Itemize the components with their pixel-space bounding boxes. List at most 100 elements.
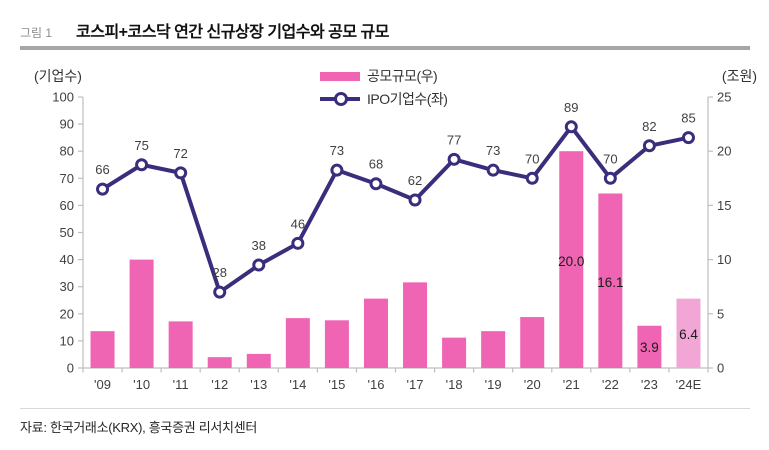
- bar-11: [168, 321, 193, 368]
- x-axis-category-label: '22: [602, 377, 619, 392]
- figure-number: 그림 1: [20, 26, 53, 40]
- x-axis-category-label: '20: [524, 377, 541, 392]
- line-value-label: 66: [95, 162, 109, 177]
- line-value-label: 46: [291, 216, 305, 231]
- bar-22: [598, 193, 623, 368]
- line-value-label: 75: [134, 138, 148, 153]
- right-axis-tick-label: 15: [717, 198, 731, 213]
- ipo-count-line: [101, 124, 689, 295]
- bar-value-label: 3.9: [640, 340, 659, 355]
- right-axis-tick-label: 0: [717, 361, 724, 376]
- line-value-label: 68: [369, 157, 383, 172]
- circle-marker-icon: [334, 92, 348, 106]
- line-marker-22: [603, 171, 617, 185]
- right-axis-tick-label: 10: [717, 252, 731, 267]
- x-axis-category-label: '21: [563, 377, 580, 392]
- left-axis-tick-label: 90: [60, 117, 74, 132]
- x-axis-category-label: '19: [485, 377, 502, 392]
- line-marker-13: [252, 258, 266, 272]
- line-value-label: 70: [603, 151, 617, 166]
- line-marker-14: [291, 236, 305, 250]
- line-marker-16: [369, 177, 383, 191]
- x-axis-category-label: '11: [173, 377, 189, 392]
- line-marker-21: [564, 120, 578, 134]
- line-value-label: 28: [212, 265, 226, 280]
- bar-value-label: 6.4: [679, 327, 698, 342]
- left-axis-tick-label: 60: [60, 198, 74, 213]
- line-marker-12: [213, 285, 227, 299]
- bar-18: [442, 337, 467, 368]
- line-series-swatch: [320, 91, 360, 107]
- legend-label: 공모규모(우): [367, 68, 438, 84]
- bar-13: [246, 353, 271, 368]
- right-axis-unit-label: (조원): [721, 68, 757, 84]
- bar-09: [90, 331, 115, 368]
- footer-divider: [20, 408, 750, 409]
- left-axis-unit-label: (기업수): [34, 68, 82, 84]
- left-axis-tick-label: 70: [60, 171, 74, 186]
- x-axis-category-label: '10: [133, 377, 150, 392]
- left-axis-tick-label: 100: [52, 90, 74, 105]
- line-marker-10: [135, 158, 149, 172]
- left-axis-tick-label: 80: [60, 144, 74, 159]
- line-value-label: 73: [330, 143, 344, 158]
- x-axis-category-label: '18: [446, 377, 463, 392]
- bar-value-label: 16.1: [597, 275, 623, 290]
- bar-17: [403, 282, 428, 368]
- x-axis-category-label: '13: [250, 377, 267, 392]
- line-marker-20: [525, 171, 539, 185]
- x-axis-category-label: '15: [328, 377, 345, 392]
- chart-legend: 공모규모(우) IPO기업수(좌): [320, 68, 448, 107]
- x-axis-category-label: '09: [94, 377, 111, 392]
- line-marker-23: [642, 139, 656, 153]
- source-note: 자료: 한국거래소(KRX), 흥국증권 리서치센터: [20, 420, 258, 435]
- line-value-label: 62: [408, 173, 422, 188]
- line-value-label: 89: [564, 100, 578, 115]
- left-axis-tick-label: 50: [60, 225, 74, 240]
- line-value-label: 72: [173, 146, 187, 161]
- line-marker-24E: [681, 131, 695, 145]
- line-value-label: 38: [252, 238, 266, 253]
- left-axis-tick-label: 30: [60, 279, 74, 294]
- line-value-label: 70: [525, 151, 539, 166]
- line-marker-19: [486, 163, 500, 177]
- left-axis-tick-label: 10: [60, 333, 74, 348]
- bar-19: [481, 331, 506, 368]
- line-marker-18: [447, 152, 461, 166]
- line-value-label: 77: [447, 132, 461, 147]
- bar-12: [207, 357, 232, 368]
- line-value-label: 73: [486, 143, 500, 158]
- bar-10: [129, 259, 154, 368]
- line-marker-11: [174, 166, 188, 180]
- bar-15: [324, 320, 349, 368]
- line-marker-09: [96, 182, 110, 196]
- bar-value-label: 20.0: [558, 254, 584, 269]
- bar-series-swatch: [320, 71, 360, 81]
- bar-20: [520, 317, 545, 368]
- line-value-label: 82: [642, 119, 656, 134]
- line-marker-15: [330, 163, 344, 177]
- figure-title: 코스피+코스닥 연간 신규상장 기업수와 공모 규모: [76, 24, 389, 41]
- bar-21: [559, 151, 584, 368]
- right-axis-tick-label: 5: [717, 306, 724, 321]
- line-marker-17: [408, 193, 422, 207]
- legend-item-offering-size: 공모규모(우): [320, 68, 447, 84]
- line-value-label: 85: [681, 111, 695, 126]
- left-axis-tick-label: 40: [60, 252, 74, 267]
- right-axis-tick-label: 20: [717, 144, 731, 159]
- left-axis-tick-label: 20: [60, 306, 74, 321]
- legend-item-ipo-count: IPO기업수(좌): [320, 91, 448, 107]
- x-axis-category-label: '16: [367, 377, 384, 392]
- header-divider: [20, 46, 750, 50]
- bar-16: [363, 298, 388, 368]
- right-axis-tick-label: 25: [717, 90, 731, 105]
- x-axis-category-label: '23: [641, 377, 658, 392]
- left-axis-tick-label: 0: [67, 361, 74, 376]
- x-axis-category-label: '24E: [676, 377, 702, 392]
- bar-14: [285, 318, 310, 368]
- x-axis-category-label: '17: [407, 377, 424, 392]
- x-axis-category-label: '14: [289, 377, 306, 392]
- bar-24E: [676, 298, 701, 368]
